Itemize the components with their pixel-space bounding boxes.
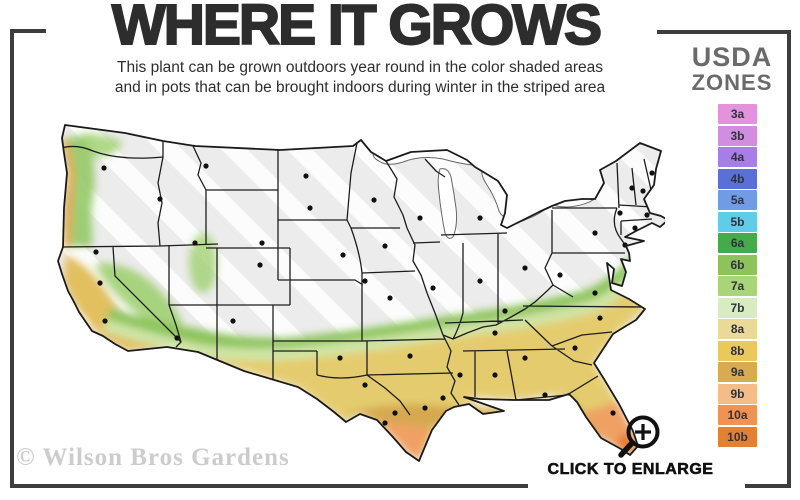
city-dot [203, 163, 209, 169]
city-dot [392, 410, 398, 416]
city-dot [422, 405, 428, 411]
zone-swatch-4a: 4a [718, 147, 757, 167]
legend-title-usda: USDA [691, 42, 773, 72]
zone-deep-orange-miami [615, 433, 638, 455]
zone-sierra-green [95, 262, 183, 329]
city-dot [597, 315, 603, 321]
us-outline [57, 124, 669, 462]
usda-zones-legend: 3a 3b 4a 4b 5a 5b 6a 6b 7a 7b 8a 8b 9a 9b 10a 10b [718, 104, 757, 448]
frame-top-right [657, 30, 791, 34]
city-dot [257, 262, 263, 268]
city-dot [542, 392, 548, 398]
city-dot [362, 278, 368, 284]
city-dot [477, 278, 483, 284]
zone-swatch-4b: 4b [718, 168, 757, 189]
zone-swatch-5b: 5b [718, 211, 757, 232]
legend-title-zones: ZONES [691, 70, 773, 95]
city-dot [102, 318, 108, 324]
city-dot [303, 173, 309, 179]
city-dot [387, 295, 393, 301]
zone-swatch-7b: 7b [718, 297, 757, 318]
us-zone-map[interactable] [55, 113, 669, 473]
zone-swatch-10a: 10a [718, 405, 757, 425]
zone-swatch-6a: 6a [718, 233, 757, 253]
city-dot [477, 215, 483, 221]
watermark: © Wilson Bros Gardens [16, 444, 290, 471]
city-dot [93, 249, 99, 255]
city-dot [640, 188, 646, 194]
city-dot [610, 410, 616, 416]
city-dot [592, 230, 598, 236]
zone-cascades-green [67, 135, 95, 247]
city-dot [522, 355, 528, 361]
city-dot [174, 335, 180, 341]
magnifier-zoom-icon[interactable] [613, 410, 665, 462]
zone-swatch-8b: 8b [718, 340, 757, 361]
city-dot [457, 372, 463, 378]
usda-zones-legend-title: USDA ZONES [672, 44, 792, 95]
city-dot [502, 308, 508, 314]
city-dot [440, 395, 446, 401]
zone-swatch-3b: 3b [718, 125, 757, 146]
page-title: WHERE IT GROWS [111, 0, 603, 57]
zone-swatch-10b: 10b [718, 426, 757, 447]
city-dot [572, 345, 578, 351]
city-dot [192, 240, 198, 246]
zone-swatch-9b: 9b [718, 383, 757, 404]
subtitle-line-1: This plant can be grown outdoors year ro… [117, 59, 603, 76]
city-dot [430, 285, 436, 291]
city-dot [97, 280, 103, 286]
subtitle-line-2: and in pots that can be brought indoors … [114, 79, 606, 96]
zone-california-valley [65, 255, 173, 351]
frame-bottom-right [745, 484, 791, 488]
frame-top-left [10, 29, 46, 33]
zone-swatch-5a: 5a [718, 190, 757, 210]
city-dot [632, 225, 638, 231]
zone-orange-south-texas [377, 420, 432, 461]
city-dot [492, 372, 498, 378]
click-to-enlarge-button[interactable]: CLICK TO ENLARGE [547, 461, 714, 479]
city-dot [644, 212, 650, 218]
zone-northwest-coast [62, 138, 75, 247]
zone-swatch-7a: 7a [718, 276, 757, 296]
city-dot [157, 196, 163, 202]
city-dot [259, 240, 265, 246]
city-dot [629, 185, 635, 191]
city-dots [93, 163, 655, 446]
city-dot [340, 252, 346, 258]
page-subtitle: This plant can be grown outdoors year ro… [20, 58, 700, 98]
city-dot [492, 330, 498, 336]
zone-green-band [107, 256, 639, 349]
state-borders [58, 141, 655, 416]
zone-swatch-6b: 6b [718, 254, 757, 275]
city-dot [617, 210, 623, 216]
city-dot [592, 290, 598, 296]
zone-swatch-8a: 8a [718, 319, 757, 339]
city-dot [417, 215, 423, 221]
zone-east-washington-green [83, 133, 123, 158]
city-dot [407, 353, 413, 359]
frame-right [787, 30, 791, 488]
city-dot [371, 197, 377, 203]
zone-swatch-3a: 3a [718, 104, 757, 124]
city-dot [649, 170, 655, 176]
city-dot [101, 165, 107, 171]
city-dot [362, 382, 368, 388]
city-dot [307, 205, 313, 211]
map-land [58, 125, 665, 461]
zone-swatch-9a: 9a [718, 362, 757, 382]
city-dot [382, 243, 388, 249]
city-dot [337, 355, 343, 361]
city-dot [522, 265, 528, 271]
frame-left [10, 29, 14, 488]
city-dot [557, 272, 563, 278]
lake-michigan [437, 168, 458, 239]
city-dot [230, 318, 236, 324]
zone-yellow-south [103, 279, 645, 461]
frame-bottom-left [10, 484, 528, 488]
city-dot [382, 420, 388, 426]
